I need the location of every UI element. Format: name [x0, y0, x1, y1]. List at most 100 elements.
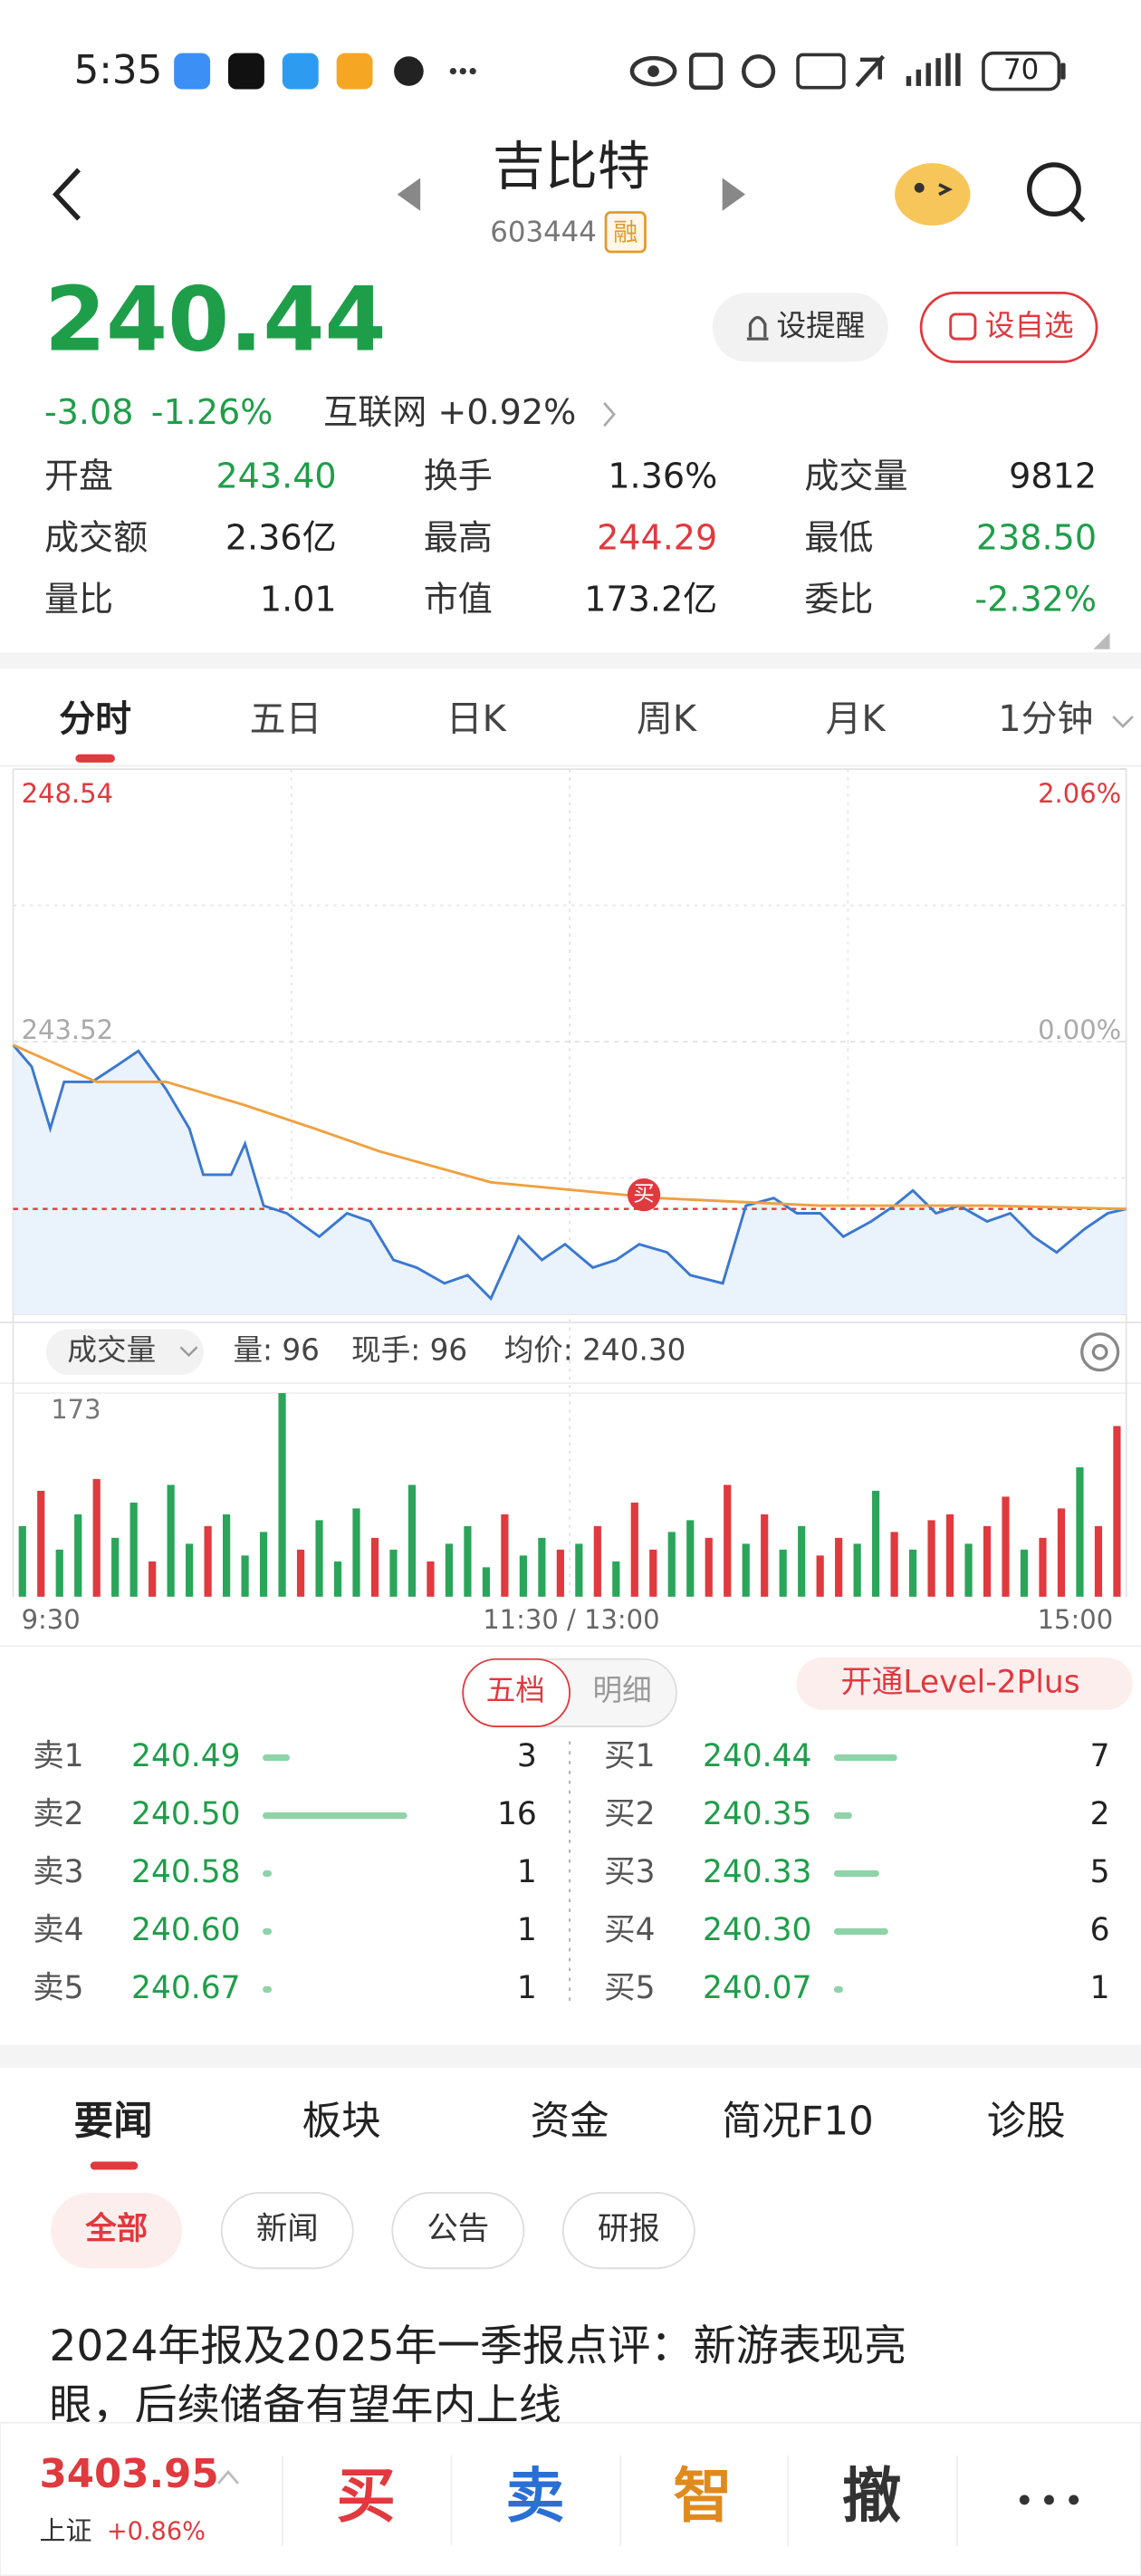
order-price: 240.35 — [703, 1796, 812, 1832]
next-stock[interactable] — [722, 178, 746, 211]
action-button[interactable]: 买 — [337, 2462, 396, 2531]
volume-bar — [1094, 1525, 1103, 1597]
news-chip[interactable] — [561, 2192, 695, 2270]
status-time: 5:35 — [74, 48, 163, 93]
news-chip[interactable] — [391, 2192, 525, 2270]
tab-indicator — [75, 754, 115, 763]
watchlist-button[interactable] — [919, 291, 1098, 363]
stat-value: -2.32% — [974, 580, 1097, 620]
volume-bar — [908, 1549, 917, 1597]
volume-bar — [55, 1549, 63, 1597]
order-label: 买5 — [604, 1970, 655, 2006]
stat-label: 委比 — [804, 580, 873, 620]
x-tick-label: 9:30 — [22, 1604, 81, 1635]
volume-bar — [389, 1549, 398, 1597]
chart-tab[interactable]: 月K — [826, 698, 887, 740]
volume-bar — [149, 1561, 157, 1597]
order-price: 240.44 — [703, 1738, 812, 1774]
volume-bar — [853, 1543, 861, 1597]
indicator-select[interactable] — [45, 1329, 204, 1376]
action-button[interactable]: 撤 — [842, 2462, 901, 2531]
trade-marker[interactable] — [627, 1177, 661, 1212]
index-change: +0.86% — [107, 2518, 206, 2546]
news-chip-label: 公告 — [427, 2211, 489, 2247]
news-tab[interactable]: 简况F10 — [722, 2099, 873, 2144]
volume-bar — [186, 1543, 194, 1597]
chart-tab[interactable]: 五日 — [250, 698, 322, 740]
news-tab[interactable]: 要闻 — [74, 2099, 153, 2144]
separator — [0, 652, 1141, 669]
volume-bar — [482, 1567, 491, 1597]
alert-button[interactable] — [712, 293, 888, 362]
order-label: 卖1 — [33, 1738, 83, 1774]
news-chip-label: 全部 — [84, 2211, 148, 2247]
volume-bar — [241, 1555, 249, 1597]
order-label: 卖5 — [33, 1970, 83, 2006]
order-volume-bar — [263, 1812, 408, 1820]
chart-tab[interactable]: 周K — [637, 698, 697, 740]
volume-bar — [464, 1525, 472, 1597]
chart-tab[interactable]: 1分钟 — [998, 698, 1093, 740]
order-label: 买3 — [604, 1854, 655, 1890]
volume-bar — [333, 1561, 342, 1597]
volume-bar — [370, 1537, 379, 1597]
chart-tab[interactable]: 分时 — [59, 698, 131, 740]
volume-bar — [1057, 1508, 1066, 1597]
volume-bar — [742, 1543, 750, 1597]
order-qty: 5 — [1090, 1854, 1110, 1890]
order-volume-bar — [263, 1754, 290, 1762]
volume-bar — [964, 1543, 973, 1597]
action-button[interactable]: 智 — [673, 2462, 732, 2531]
action-button[interactable]: 卖 — [505, 2462, 564, 2531]
volume-bar — [315, 1520, 323, 1597]
tab-five-levels[interactable] — [462, 1658, 570, 1727]
watchlist-label: 设自选 — [985, 308, 1074, 342]
stat-value: 2.36亿 — [225, 518, 337, 558]
price-area — [13, 1044, 1127, 1315]
news-tab[interactable]: 资金 — [531, 2099, 609, 2144]
y2-tick-label: 2.06% — [1038, 778, 1121, 809]
order-volume-bar — [833, 1870, 879, 1878]
order-tab[interactable]: 五档 — [486, 1673, 545, 1707]
volume-bar — [1002, 1496, 1010, 1597]
news-tab[interactable]: 诊股 — [987, 2099, 1066, 2144]
prev-stock[interactable] — [397, 178, 421, 211]
stat-label: 最低 — [804, 518, 873, 558]
news-chip[interactable] — [51, 2192, 183, 2269]
settings-icon[interactable] — [1080, 1332, 1120, 1372]
price-change-pct: -1.26% — [151, 392, 273, 432]
news-chip[interactable] — [220, 2192, 354, 2270]
order-qty: 1 — [517, 1912, 537, 1948]
more-button[interactable] — [1019, 2494, 1079, 2505]
news-headline[interactable]: 2024年报及2025年一季报点评：新游表现亮 — [49, 2321, 906, 2371]
indicator-title: 成交量 — [67, 1333, 156, 1368]
x-tick-label: 11:30 / 13:00 — [483, 1604, 659, 1635]
order-label: 买4 — [604, 1912, 655, 1948]
x-tick-label: 15:00 — [1038, 1604, 1114, 1635]
back-button[interactable] — [52, 168, 82, 221]
volume-bar — [352, 1508, 360, 1597]
search-button[interactable] — [1027, 162, 1086, 223]
order-volume-bar — [263, 1870, 273, 1878]
news-tab[interactable]: 板块 — [302, 2099, 381, 2144]
order-volume-bar — [263, 1985, 273, 1994]
y2-tick-label: 0.00% — [1038, 1014, 1121, 1045]
indicator-stat: 均价: 240.30 — [504, 1333, 686, 1368]
volume-bar — [74, 1514, 82, 1597]
order-volume-bar — [833, 1812, 852, 1820]
order-price: 240.30 — [703, 1912, 812, 1948]
price-line — [12, 1043, 1127, 1302]
order-tab[interactable]: 明细 — [592, 1673, 651, 1707]
volume-bar — [927, 1520, 935, 1597]
order-qty: 1 — [1090, 1970, 1110, 2006]
volume-bar — [724, 1485, 732, 1597]
level2-label[interactable]: 开通Level-2Plus — [840, 1664, 1079, 1700]
volume-bar — [779, 1549, 787, 1597]
level2-banner[interactable] — [796, 1657, 1133, 1710]
stat-label: 市值 — [424, 580, 493, 620]
stat-value: 244.29 — [597, 518, 717, 558]
chart-tab[interactable]: 日K — [446, 698, 507, 740]
news-chip-label: 新闻 — [256, 2211, 319, 2247]
mascot[interactable] — [895, 163, 971, 226]
